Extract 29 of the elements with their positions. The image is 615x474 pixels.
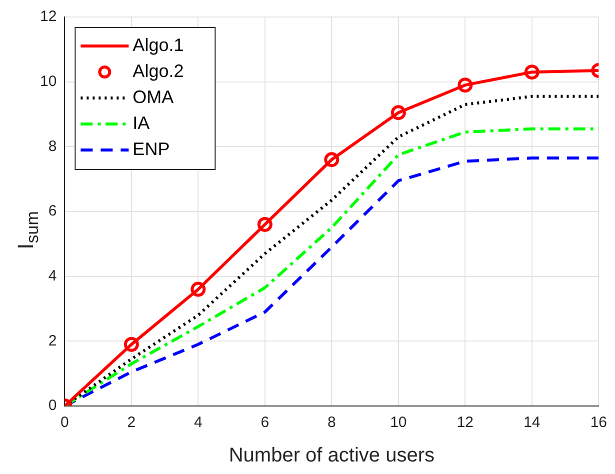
legend-label: Algo.1: [132, 34, 184, 55]
point: [190, 282, 206, 297]
x-tick-label: 2: [127, 414, 136, 432]
y-tick-label: 4: [48, 267, 57, 284]
legend-label: OMA: [132, 86, 174, 107]
x-tick-label: 16: [590, 414, 607, 432]
x-tick-label: 10: [390, 414, 407, 432]
legend-label: ENP: [132, 138, 170, 159]
x-tick-label: 0: [60, 414, 69, 432]
legend-label: IA: [132, 112, 150, 133]
point: [458, 78, 473, 93]
y-tick-label: 10: [40, 72, 57, 90]
point: [124, 336, 139, 352]
point: [324, 152, 340, 168]
y-tick-label: 8: [48, 138, 57, 155]
x-tick-label: 8: [328, 414, 336, 432]
point: [390, 105, 406, 120]
y-tick-label: 0: [48, 397, 57, 414]
y-tick-label: 12: [40, 8, 57, 26]
y-tick-label: 6: [48, 202, 57, 220]
x-axis-title: Number of active users: [228, 444, 434, 467]
x-tick-label: 4: [194, 414, 202, 432]
y-tick-label: 2: [48, 332, 57, 350]
point: [257, 216, 272, 232]
x-tick-label: 6: [260, 414, 270, 432]
legend-label: Algo.2: [132, 60, 184, 81]
point: [524, 64, 540, 80]
x-tick-label: 12: [456, 414, 474, 432]
x-tick-label: 14: [524, 414, 540, 432]
